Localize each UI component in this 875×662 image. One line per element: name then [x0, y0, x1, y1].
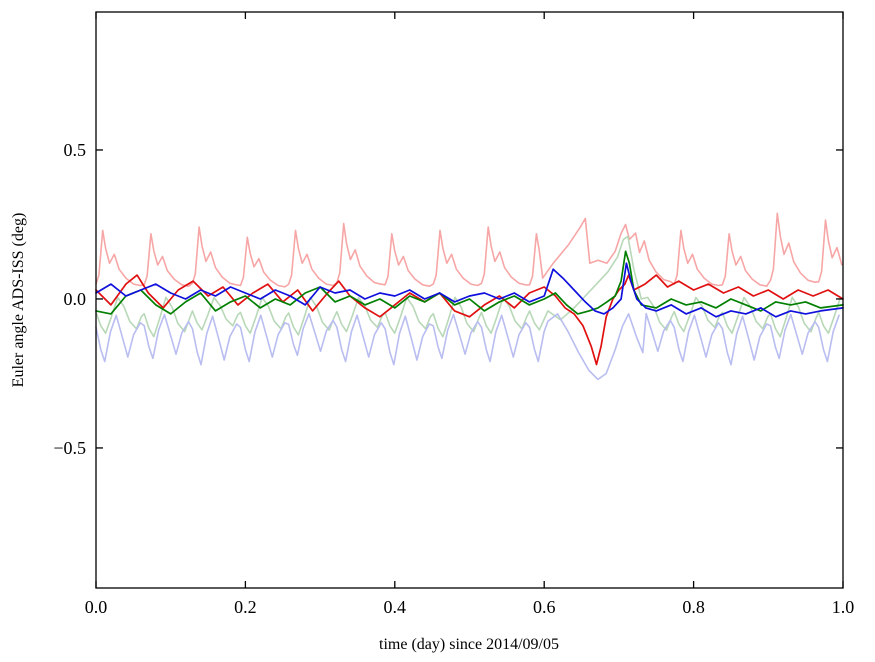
- plot-border: [95, 11, 844, 589]
- x-tick-label: 0.0: [85, 597, 108, 617]
- x-tick-label: 0.2: [234, 597, 257, 617]
- x-axis-label: time (day) since 2014/09/05: [379, 636, 559, 653]
- y-axis-label: Euler angle ADS-ISS (deg): [10, 213, 27, 388]
- x-tick-label: 0.6: [533, 597, 556, 617]
- x-tick-label: 0.8: [682, 597, 705, 617]
- x-tick-label: 0.4: [384, 597, 407, 617]
- series-green-line: [95, 250, 844, 315]
- axes-layer: 0.0 0.2 0.4 0.6 0.8 1.0 −0.5 0.0 0.5: [53, 11, 855, 617]
- series-light-blue-line: [95, 312, 840, 381]
- series-light-green-line: [95, 235, 842, 338]
- y-tick-label: 0.0: [64, 289, 87, 309]
- series-red-line: [95, 274, 844, 366]
- y-tick-label: 0.5: [64, 140, 87, 160]
- series-light-red-line: [95, 212, 843, 288]
- series-blue-line: [95, 262, 844, 318]
- series-layer: [95, 212, 844, 381]
- x-tick-label: 1.0: [832, 597, 855, 617]
- y-tick-label: −0.5: [53, 438, 86, 458]
